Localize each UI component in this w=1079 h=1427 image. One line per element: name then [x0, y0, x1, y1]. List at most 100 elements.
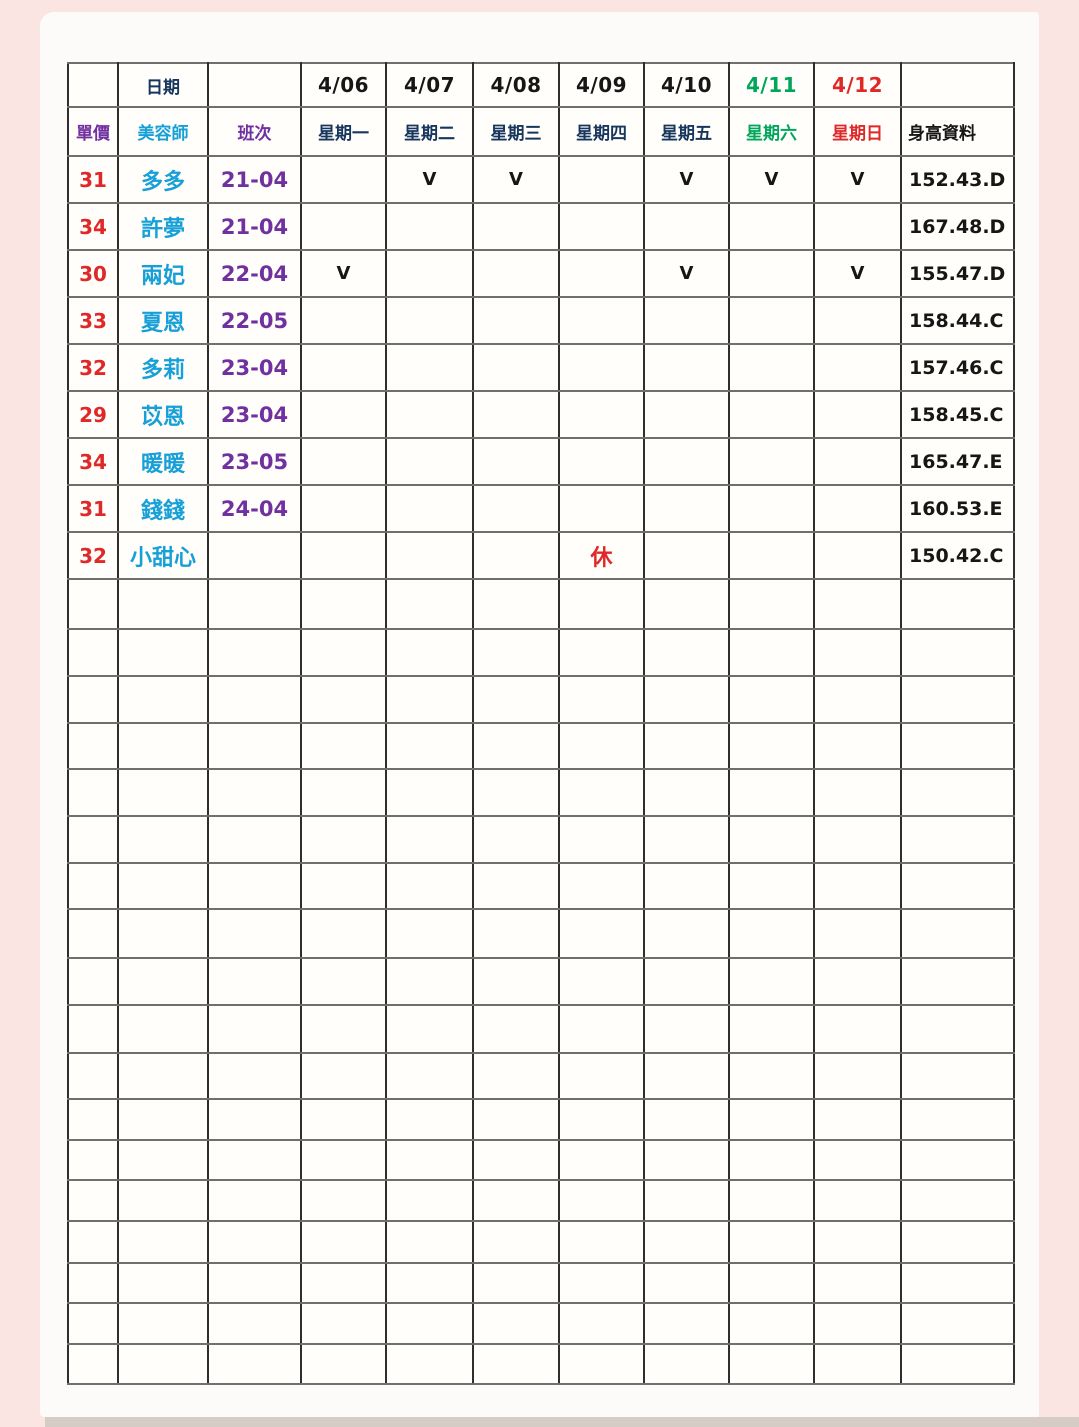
shift-header: 班次 — [207, 106, 302, 157]
empty-cell — [67, 1302, 119, 1345]
empty-cell — [207, 1220, 302, 1264]
empty-cell — [207, 675, 302, 724]
empty-cell — [67, 815, 119, 864]
empty-cell — [207, 908, 302, 959]
beautician-name: 許夢 — [117, 202, 209, 251]
empty-cell — [117, 1220, 209, 1264]
empty-cell — [385, 1262, 474, 1304]
empty-cell — [117, 1343, 209, 1385]
empty-cell — [813, 1343, 902, 1385]
empty-cell — [728, 1343, 815, 1385]
empty-cell — [900, 957, 1015, 1006]
height-data-header: 身高資料 — [900, 106, 1015, 157]
empty-cell — [117, 722, 209, 770]
empty-cell — [385, 249, 474, 298]
empty-cell — [117, 1139, 209, 1181]
empty-cell — [300, 155, 387, 204]
empty-cell — [207, 1179, 302, 1222]
height-data-cell: 165.47.E — [900, 437, 1015, 486]
empty-cell — [728, 1262, 815, 1304]
empty-cell — [385, 1004, 474, 1054]
empty-cell — [472, 343, 560, 392]
empty-cell — [207, 1004, 302, 1054]
empty-cell — [728, 957, 815, 1006]
empty-cell — [643, 768, 730, 817]
empty-cell — [900, 1179, 1015, 1222]
price-cell: 30 — [67, 249, 119, 298]
empty-cell — [67, 1098, 119, 1141]
empty-row — [67, 1179, 1015, 1222]
header-dates-row: 日期 4/06 4/07 4/08 4/09 4/10 4/11 4/12 — [67, 62, 1015, 108]
empty-row — [67, 1302, 1015, 1345]
empty-cell — [900, 862, 1015, 910]
beautician-name: 暖暖 — [117, 437, 209, 486]
staff-row: 30 兩妃 22-04 V V V 155.47.D — [67, 249, 1015, 298]
empty-row — [67, 628, 1015, 677]
empty-cell — [643, 343, 730, 392]
empty-cell — [813, 531, 902, 580]
empty-cell — [728, 249, 815, 298]
empty-cell — [67, 1220, 119, 1264]
empty-cell — [643, 908, 730, 959]
empty-cell — [643, 1098, 730, 1141]
empty-cell — [813, 578, 902, 630]
price-cell: 33 — [67, 296, 119, 345]
attendance-check-cell: V — [728, 155, 815, 204]
beautician-name: 苡恩 — [117, 390, 209, 439]
empty-cell — [117, 862, 209, 910]
beautician-header: 美容師 — [117, 106, 209, 157]
empty-cell — [67, 675, 119, 724]
empty-cell — [300, 957, 387, 1006]
shift-cell: 21-04 — [207, 202, 302, 251]
beautician-name: 夏恩 — [117, 296, 209, 345]
empty-cell — [207, 862, 302, 910]
staff-row: 32 多莉 23-04 157.46.C — [67, 343, 1015, 392]
empty-cell — [207, 62, 302, 108]
empty-cell — [207, 768, 302, 817]
empty-cell — [472, 437, 560, 486]
empty-cell — [813, 815, 902, 864]
empty-cell — [558, 1262, 645, 1304]
empty-cell — [900, 1004, 1015, 1054]
price-cell: 31 — [67, 484, 119, 533]
empty-cell — [117, 1004, 209, 1054]
empty-cell — [813, 1052, 902, 1100]
empty-cell — [643, 815, 730, 864]
staff-row: 33 夏恩 22-05 158.44.C — [67, 296, 1015, 345]
empty-cell — [472, 1098, 560, 1141]
empty-cell — [117, 815, 209, 864]
empty-cell — [900, 1098, 1015, 1141]
empty-cell — [300, 1052, 387, 1100]
empty-cell — [385, 768, 474, 817]
empty-cell — [900, 628, 1015, 677]
empty-cell — [385, 628, 474, 677]
empty-cell — [643, 578, 730, 630]
empty-cell — [728, 1302, 815, 1345]
empty-cell — [472, 862, 560, 910]
empty-cell — [813, 1139, 902, 1181]
empty-cell — [300, 437, 387, 486]
empty-cell — [558, 862, 645, 910]
empty-cell — [728, 908, 815, 959]
empty-cell — [207, 1302, 302, 1345]
empty-cell — [385, 722, 474, 770]
empty-row — [67, 862, 1015, 910]
empty-cell — [813, 768, 902, 817]
beautician-name: 錢錢 — [117, 484, 209, 533]
empty-cell — [300, 1302, 387, 1345]
empty-cell — [67, 578, 119, 630]
empty-cell — [385, 531, 474, 580]
empty-cell — [472, 1343, 560, 1385]
empty-cell — [900, 1052, 1015, 1100]
empty-cell — [67, 957, 119, 1006]
empty-cell — [300, 628, 387, 677]
price-cell: 29 — [67, 390, 119, 439]
empty-cell — [558, 202, 645, 251]
empty-cell — [67, 628, 119, 677]
empty-cell — [728, 531, 815, 580]
empty-cell — [728, 1220, 815, 1264]
staff-row: 31 多多 21-04 V V V V V 152.43.D — [67, 155, 1015, 204]
empty-cell — [728, 1179, 815, 1222]
empty-cell — [643, 862, 730, 910]
price-cell: 34 — [67, 202, 119, 251]
